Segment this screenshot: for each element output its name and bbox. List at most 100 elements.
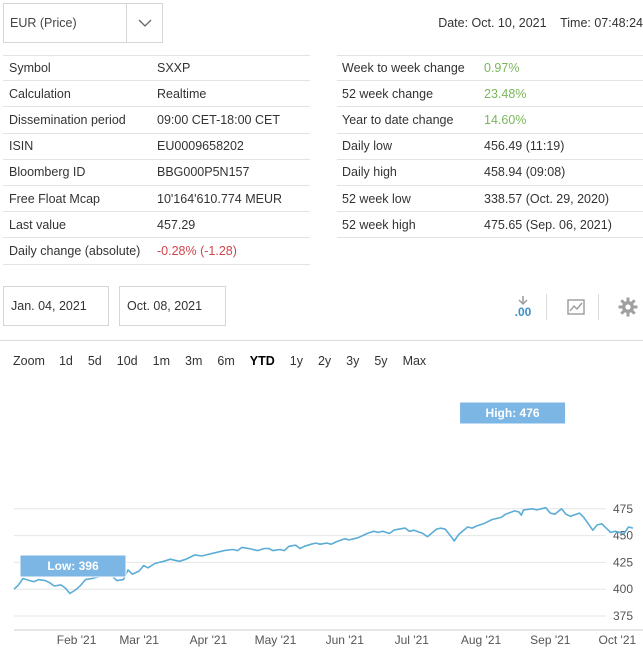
info-row: Free Float Mcap 10'164'610.774 MEUR [3,186,310,213]
x-tick-label: Oct '21 [599,633,637,647]
info-key: Free Float Mcap [9,191,101,206]
info-key: Dissemination period [9,112,126,127]
info-key: Daily change (absolute) [9,243,141,258]
date-time: Date: Oct. 10, 2021 Time: 07:48:24 [428,16,643,30]
annotation-label: High: 476 [486,406,540,420]
info-value: BBG000P5N157 [157,165,250,180]
zoom-option-ytd[interactable]: YTD [249,354,275,368]
info-key: Last value [9,217,66,232]
info-row: Dissemination period 09:00 CET-18:00 CET [3,107,310,134]
date-label: Date: Oct. 10, 2021 [438,16,547,30]
info-value: 09:00 CET-18:00 CET [157,112,280,127]
info-value: 338.57 (Oct. 29, 2020) [484,191,610,206]
y-tick-label: 375 [613,609,633,623]
info-key: 52 week change [342,86,434,101]
info-key: Year to date change [342,112,454,127]
y-tick-label: 450 [613,529,633,543]
toolbar-divider [598,294,599,320]
zoom-option-1m[interactable]: 1m [152,354,170,368]
info-value: 475.65 (Sep. 06, 2021) [484,217,612,232]
x-tick-label: Apr '21 [190,633,228,647]
chevron-down-icon[interactable] [126,4,162,42]
date-from-input[interactable]: Jan. 04, 2021 [3,286,109,326]
zoom-option-6m[interactable]: 6m [217,354,235,368]
zoom-option-3m[interactable]: 3m [185,354,203,368]
info-row: Calculation Realtime [3,81,310,108]
annotation-label: Low: 396 [47,559,99,573]
time-label: Time: 07:48:24 [560,16,643,30]
info-row: 52 week low 338.57 (Oct. 29, 2020) [337,186,643,213]
info-table-right: Week to week change 0.97% 52 week change 23… [337,55,643,239]
info-value: 456.49 (11:19) [484,139,565,154]
zoom-bar: Zoom 1d 5d 10d 1m 3m 6m YTD 1y 2y 3y 5y Max [13,354,441,368]
date-to-value: Oct. 08, 2021 [127,299,203,313]
info-row: Year to date change 14.60% [337,107,643,134]
x-tick-label: Sep '21 [530,633,571,647]
info-key: Symbol [9,61,51,76]
zoom-option-5y[interactable]: 5y [374,354,388,368]
chart-type-button[interactable] [563,294,589,320]
x-tick-label: Aug '21 [461,633,502,647]
info-value: EU0009658202 [157,139,244,154]
zoom-option-3y[interactable]: 3y [346,354,360,368]
info-row: Daily change (absolute) -0.28% (-1.28) [3,238,310,265]
date-from-value: Jan. 04, 2021 [11,299,87,313]
currency-select[interactable]: EUR (Price) [3,3,163,43]
info-row: Daily high 458.94 (09:08) [337,160,643,186]
info-row: Last value 457.29 [3,212,310,239]
info-row: 52 week high 475.65 (Sep. 06, 2021) [337,212,643,239]
zoom-option-10d[interactable]: 10d [116,354,138,368]
info-value: SXXP [157,61,191,76]
info-value: Realtime [157,86,207,101]
price-line [13,506,634,595]
info-key: Week to week change [342,61,465,76]
info-key: Daily low [342,139,393,154]
info-value: 10'164'610.774 MEUR [157,191,282,206]
info-value: 23.48% [484,86,527,101]
zoom-option-max[interactable]: Max [402,354,427,368]
zoom-option-2y[interactable]: 2y [317,354,332,368]
x-tick-label: Jul '21 [395,633,430,647]
x-tick-label: Feb '21 [57,633,97,647]
zoom-label: Zoom [13,354,45,368]
x-tick-label: Mar '21 [119,633,159,647]
toolbar-divider [546,294,547,320]
info-row: ISIN EU0009658202 [3,134,310,160]
download-icon [518,296,528,306]
info-row: Bloomberg ID BBG000P5N157 [3,160,310,186]
info-value: 0.97% [484,61,520,76]
info-value: 457.29 [157,217,196,232]
price-chart: 375 400 425 450 475 Feb '21 Mar '21 Apr '21 May … [13,401,643,647]
info-row: Daily low 456.49 (11:19) [337,134,643,160]
info-key: 52 week low [342,191,411,206]
line-chart-icon [567,299,585,315]
currency-select-value: EUR (Price) [10,16,77,30]
info-row: 52 week change 23.48% [337,81,643,108]
info-key: Daily high [342,165,397,180]
info-value: -0.28% (-1.28) [157,243,237,258]
gear-icon [618,297,638,317]
y-tick-label: 400 [613,582,633,596]
info-table-left: Symbol SXXP Calculation Realtime Disseminati… [3,55,310,265]
info-value: 458.94 (09:08) [484,165,566,180]
info-value: 14.60% [484,112,527,127]
download-label: .00 [514,305,532,319]
annotation-flag [459,401,567,425]
annotation-flag [19,554,127,578]
chart-divider [0,340,643,341]
info-key: Bloomberg ID [9,165,86,180]
y-tick-label: 425 [613,555,633,569]
info-key: 52 week high [342,217,416,232]
download-button[interactable]: .00 [508,293,538,321]
zoom-option-1d[interactable]: 1d [58,354,73,368]
date-to-input[interactable]: Oct. 08, 2021 [119,286,226,326]
info-row: Symbol SXXP [3,55,310,82]
x-tick-label: Jun '21 [326,633,365,647]
info-key: Calculation [9,86,71,101]
x-tick-label: May '21 [255,633,297,647]
info-key: ISIN [9,139,34,154]
info-row: Week to week change 0.97% [337,55,643,82]
settings-button[interactable] [615,294,641,320]
zoom-option-1y[interactable]: 1y [289,354,303,368]
zoom-option-5d[interactable]: 5d [87,354,102,368]
